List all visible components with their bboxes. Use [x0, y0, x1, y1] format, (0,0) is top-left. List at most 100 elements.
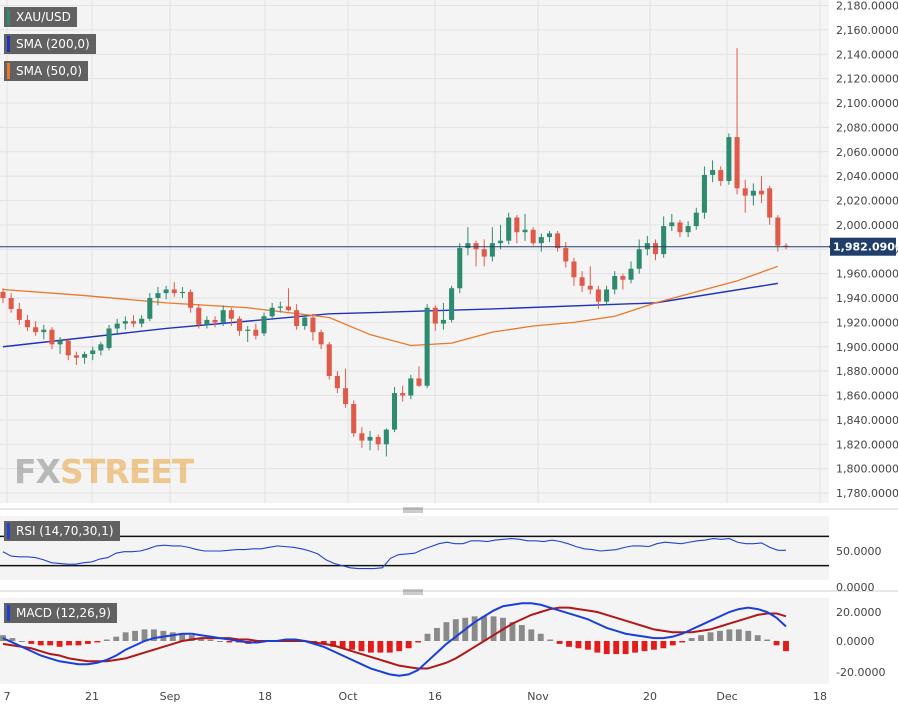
sma50-legend[interactable]: SMA (50,0) [4, 61, 89, 81]
macd-histogram-bar [84, 641, 91, 644]
macd-tick-label: 0.0000 [836, 635, 875, 648]
sma200-legend[interactable]: SMA (200,0) [4, 34, 96, 54]
macd-histogram-bar [528, 629, 535, 641]
macd-tick-label: 20.0000 [836, 606, 882, 619]
macd-histogram-bar [660, 641, 667, 649]
candle-body [73, 355, 79, 358]
macd-histogram-bar [169, 632, 176, 641]
candle-body [90, 350, 96, 355]
macd-histogram-bar [603, 641, 610, 655]
candle-body [188, 291, 194, 308]
candle-body [685, 226, 691, 233]
price-tick-label: 2,060.0000 [836, 146, 898, 159]
candle-body [16, 308, 22, 320]
candle-body [432, 307, 438, 324]
candle-body [122, 321, 128, 324]
macd-histogram-bar [754, 635, 761, 641]
macd-histogram-bar [9, 638, 16, 641]
rsi-tick-label: 50.0000 [836, 545, 882, 558]
macd-histogram-bar [471, 616, 478, 641]
candle-body [367, 436, 373, 441]
candle-body [302, 317, 308, 327]
candle-body [595, 289, 601, 302]
price-tick-label: 1,960.0000 [836, 268, 898, 281]
instrument-legend[interactable]: XAU/USD [4, 7, 77, 27]
candle-body [506, 217, 512, 241]
candle-body [489, 243, 495, 257]
price-tick-label: 1,920.0000 [836, 316, 898, 329]
price-tick-label: 1,800.0000 [836, 463, 898, 476]
price-tick-label: 1,840.0000 [836, 414, 898, 427]
macd-histogram-bar [207, 639, 214, 641]
macd-histogram-bar [434, 627, 440, 641]
macd-histogram-bar [151, 629, 157, 641]
candle-body [416, 378, 422, 386]
price-tick-label: 2,120.0000 [836, 73, 898, 86]
macd-histogram-bar [386, 641, 393, 653]
macd-histogram-bar [18, 641, 25, 642]
candle-body [245, 329, 251, 331]
macd-histogram-bar [707, 632, 714, 641]
macd-histogram-bar [56, 641, 63, 647]
macd-histogram-bar [745, 630, 752, 641]
candle-body [620, 276, 626, 280]
candle-body [212, 319, 218, 323]
time-tick-label: 20 [643, 690, 657, 703]
candle-body [440, 319, 446, 324]
rsi-legend[interactable]: RSI (14,70,30,1) [4, 521, 120, 541]
time-tick-label: 16 [428, 690, 442, 703]
candle-body [237, 318, 243, 331]
time-tick-label: Sep [160, 690, 181, 703]
macd-histogram-bar [481, 616, 488, 641]
macd-histogram-bar [613, 641, 620, 655]
candle-body [24, 319, 30, 328]
macd-histogram-bar [717, 630, 723, 641]
macd-histogram-bar [452, 619, 459, 641]
candle-body [0, 291, 6, 298]
candle-body [571, 261, 577, 278]
macd-histogram-bar [330, 641, 337, 647]
macd-histogram-bar [584, 641, 591, 650]
candle-body [693, 212, 699, 227]
candle-body [481, 249, 487, 257]
macd-histogram-bar [651, 641, 657, 650]
macd-histogram-bar [556, 641, 563, 644]
last-price-label: 1,982.0900 [833, 241, 898, 254]
candle-body [318, 332, 324, 345]
time-tick-label: 7 [4, 690, 11, 703]
macd-histogram-bar [443, 622, 450, 641]
candle-body [334, 376, 340, 389]
candle-body [563, 248, 569, 262]
candle-body [220, 310, 226, 323]
macd-histogram-bar [358, 641, 365, 652]
macd-histogram-bar [396, 641, 403, 652]
candle-body [49, 329, 55, 345]
price-tick-label: 1,900.0000 [836, 341, 898, 354]
macd-histogram-bar [773, 641, 780, 646]
macd-histogram-bar [641, 641, 648, 652]
candle-body [351, 404, 357, 434]
candle-body [294, 310, 300, 327]
price-tick-label: 1,780.0000 [836, 487, 898, 500]
candle-body [391, 393, 398, 430]
macd-histogram-bar [188, 635, 195, 641]
candle-body [261, 316, 267, 334]
macd-histogram-bar [622, 641, 629, 655]
candle-body [710, 170, 716, 175]
candle-body [612, 276, 618, 290]
macd-histogram-bar [132, 630, 138, 641]
macd-histogram-bar [632, 641, 638, 653]
candle-body [514, 217, 520, 233]
macd-histogram-bar [424, 633, 431, 641]
price-tick-label: 1,940.0000 [836, 292, 898, 305]
macd-histogram-bar [566, 641, 572, 647]
macd-histogram-bar [377, 641, 384, 653]
candle-body [326, 344, 332, 376]
macd-legend[interactable]: MACD (12,26,9) [4, 603, 117, 623]
candle-body [530, 229, 536, 244]
macd-histogram-bar [37, 641, 44, 646]
macd-label: MACD (12,26,9) [16, 606, 111, 620]
time-tick-label: 18 [258, 690, 272, 703]
main-pane-background [0, 0, 829, 503]
